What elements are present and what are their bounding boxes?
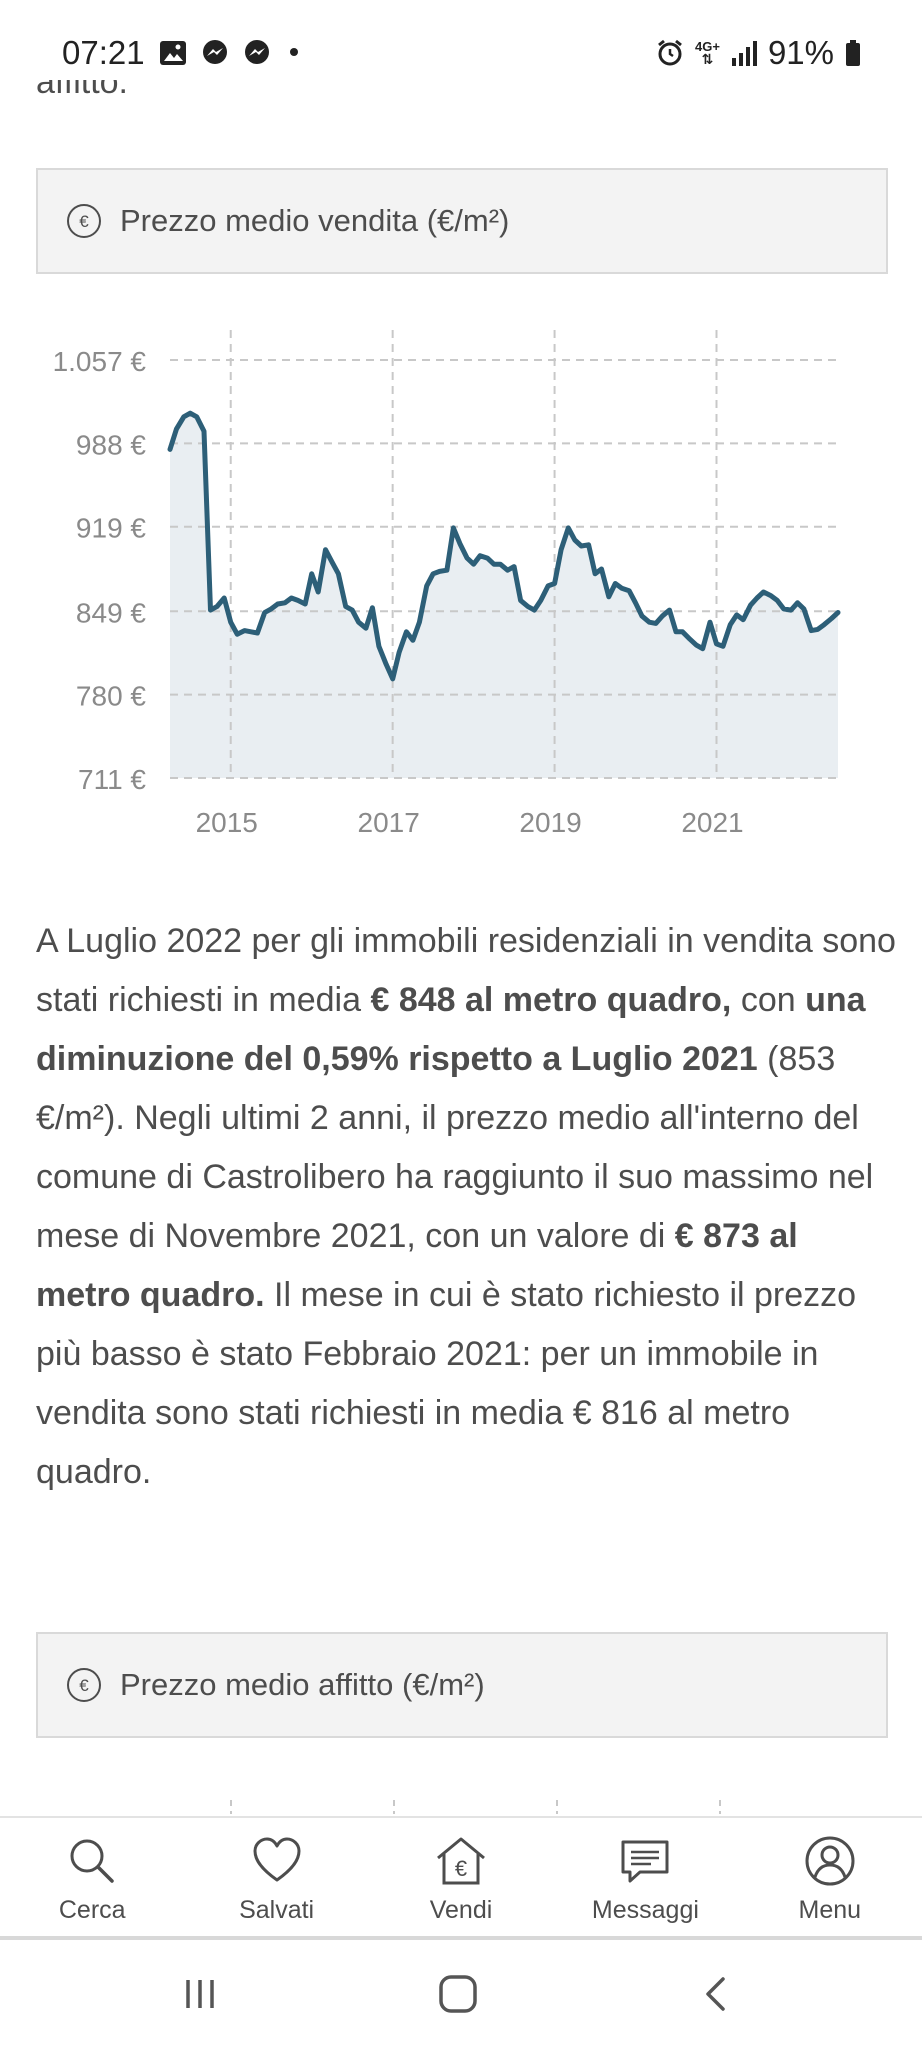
desc-text-3: (853 €/m²). Negli ultimi 2 anni, il prez… — [36, 1040, 874, 1255]
gallery-icon — [160, 41, 186, 65]
next-chart-grid-hint — [230, 1800, 721, 1814]
euro-circle-icon: € — [67, 1668, 101, 1702]
y-tick-label: 919 € — [76, 513, 146, 544]
messenger-icon — [245, 40, 269, 64]
status-system-icons: 4G+ ⇅ 91% — [655, 34, 862, 72]
nav-messages[interactable]: Messaggi — [553, 1818, 737, 1940]
recent-apps-icon — [186, 1980, 214, 2008]
status-notification-icons — [158, 38, 304, 68]
y-tick-label: 780 € — [76, 681, 146, 712]
4g-icon: 4G+ ⇅ — [695, 39, 720, 67]
y-tick-label: 1.057 € — [53, 346, 147, 377]
user-circle-icon — [805, 1836, 855, 1886]
desc-text-1: A Luglio 2022 per gli immobili residenzi… — [36, 922, 896, 1019]
desc-bold-max: € 873 al metro quadro. — [36, 1217, 798, 1314]
sale-price-header[interactable]: € Prezzo medio vendita (€/m²) — [36, 168, 888, 274]
signal-icon — [731, 41, 757, 66]
battery-icon — [846, 40, 860, 66]
desc-bold-change: una diminuzione del 0,59% rispetto a Lug… — [36, 981, 866, 1078]
nav-menu[interactable]: Menu — [738, 1818, 922, 1940]
heart-icon — [253, 1837, 301, 1882]
alarm-icon — [658, 39, 682, 66]
x-tick-label: 2019 — [519, 807, 581, 838]
y-tick-label: 711 € — [78, 764, 146, 795]
desc-text-4: Il mese in cui è stato richiesto il prez… — [36, 1276, 857, 1491]
y-tick-label: 988 € — [76, 429, 146, 460]
back-button[interactable] — [646, 1940, 786, 2048]
sale-price-title: Prezzo medio vendita (€/m²) — [120, 203, 510, 238]
desc-bold-price: € 848 al metro quadro, — [370, 981, 732, 1019]
network-type: 4G+ — [695, 39, 720, 54]
battery-percent: 91% — [767, 34, 834, 71]
status-bar: 07:21 4G+ ⇅ — [0, 0, 922, 80]
rent-price-header[interactable]: € Prezzo medio affitto (€/m²) — [36, 1632, 888, 1738]
nav-menu-label: Menu — [798, 1896, 862, 1924]
bottom-navigation: Cerca Salvati € Vendi Messaggi Menu — [0, 1816, 922, 1940]
price-description: A Luglio 2022 per gli immobili residenzi… — [36, 912, 896, 1502]
home-button[interactable] — [388, 1940, 528, 2048]
nav-messages-label: Messaggi — [591, 1896, 699, 1924]
back-icon — [706, 1977, 725, 2011]
nav-sell-label: Vendi — [429, 1896, 493, 1924]
desc-text-2: con — [731, 981, 806, 1019]
euro-circle-icon: € — [67, 204, 101, 238]
status-time: 07:21 — [62, 34, 145, 71]
nav-sell[interactable]: € Vendi — [369, 1818, 553, 1940]
nav-saved-label: Salvati — [239, 1896, 315, 1924]
nav-saved[interactable]: Salvati — [184, 1818, 368, 1940]
message-icon — [621, 1840, 669, 1883]
dot-icon — [290, 48, 298, 56]
recent-apps-button[interactable] — [130, 1940, 270, 2048]
chart-series-line — [167, 410, 841, 682]
y-tick-label: 849 € — [76, 597, 146, 628]
chart-area-layer — [167, 330, 842, 779]
rent-price-title: Prezzo medio affitto (€/m²) — [120, 1667, 485, 1702]
chart-tick-labels: 1.057 € 988 € 919 € 849 € 780 € 711 € 2015 2017… — [53, 346, 744, 838]
nav-search[interactable]: Cerca — [0, 1818, 184, 1940]
nav-divider — [0, 1936, 922, 1940]
house-euro-icon: € — [437, 1837, 485, 1885]
sale-price-chart: 1.057 € 988 € 919 € 849 € 780 € 711 € 2015 2017… — [53, 330, 842, 838]
search-icon — [70, 1839, 114, 1883]
nav-search-label: Cerca — [58, 1896, 126, 1924]
x-tick-label: 2017 — [358, 807, 420, 838]
system-navigation-bar — [0, 1940, 922, 2048]
chart-area-fill — [170, 413, 838, 778]
svg-text:€: € — [79, 212, 89, 231]
svg-text:€: € — [455, 1856, 467, 1881]
x-tick-label: 2021 — [681, 807, 743, 838]
messenger-icon — [203, 40, 227, 64]
home-icon — [439, 1975, 477, 2013]
x-tick-label: 2015 — [196, 807, 258, 838]
svg-text:€: € — [79, 1676, 89, 1695]
